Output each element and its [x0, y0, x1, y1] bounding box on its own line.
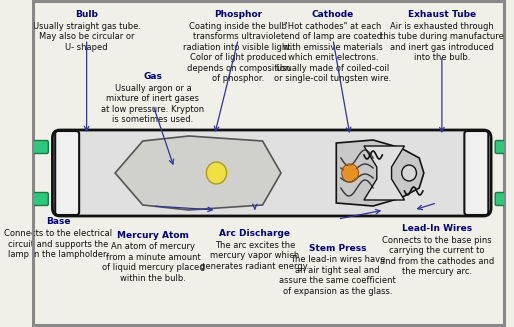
Text: Usually straight gas tube.: Usually straight gas tube.: [32, 22, 141, 30]
Text: the mercury arc.: the mercury arc.: [402, 267, 472, 276]
Text: carrying the current to: carrying the current to: [390, 246, 485, 255]
Polygon shape: [336, 140, 424, 206]
Circle shape: [402, 165, 416, 181]
Text: which emit electrons.: which emit electrons.: [288, 53, 378, 62]
Text: Cathode: Cathode: [312, 10, 354, 19]
Text: this tube during manufacture: this tube during manufacture: [380, 32, 504, 41]
Text: Color of light produced: Color of light produced: [190, 53, 286, 62]
Circle shape: [208, 164, 225, 182]
Text: Lead-In Wires: Lead-In Wires: [402, 224, 472, 233]
Text: Mercury Atom: Mercury Atom: [117, 231, 189, 240]
Text: at low pressure. Krypton: at low pressure. Krypton: [101, 105, 205, 114]
Text: within the bulb.: within the bulb.: [120, 274, 186, 283]
Text: Connects to the base pins: Connects to the base pins: [382, 236, 492, 245]
Text: Stem Press: Stem Press: [309, 244, 366, 253]
Text: The lead-in wires have: The lead-in wires have: [290, 255, 386, 264]
Text: transforms ultraviolet: transforms ultraviolet: [193, 32, 284, 41]
Polygon shape: [115, 136, 281, 210]
Text: mercury vapor which: mercury vapor which: [210, 251, 300, 260]
Text: of phosphor.: of phosphor.: [212, 74, 264, 83]
Text: Base: Base: [46, 217, 70, 227]
Text: from a minute amount: from a minute amount: [105, 253, 200, 262]
Text: Bulb: Bulb: [75, 10, 98, 19]
Text: The arc excites the: The arc excites the: [215, 241, 295, 250]
Text: May also be circular or: May also be circular or: [39, 32, 134, 41]
Text: lamp in the lampholder.: lamp in the lampholder.: [8, 250, 108, 259]
Text: with emissive materials: with emissive materials: [283, 43, 383, 52]
Text: Arc Discharge: Arc Discharge: [219, 229, 290, 238]
Text: depends on composition: depends on composition: [187, 63, 290, 73]
Text: circuit and supports the: circuit and supports the: [8, 240, 108, 249]
Text: Usually argon or a: Usually argon or a: [115, 84, 191, 93]
Text: Usually made of coiled-coil: Usually made of coiled-coil: [277, 63, 390, 73]
FancyBboxPatch shape: [52, 130, 491, 216]
Circle shape: [344, 166, 357, 180]
Text: an air tight seal and: an air tight seal and: [296, 266, 380, 275]
Text: end of lamp are coated: end of lamp are coated: [284, 32, 382, 41]
Text: An atom of mercury: An atom of mercury: [111, 242, 195, 251]
Text: Connects to the electrical: Connects to the electrical: [4, 229, 112, 238]
Text: U- shaped: U- shaped: [65, 43, 108, 52]
Text: into the bulb.: into the bulb.: [414, 53, 470, 62]
Text: Coating inside the bulb: Coating inside the bulb: [189, 22, 287, 30]
Polygon shape: [364, 146, 405, 200]
FancyBboxPatch shape: [29, 193, 48, 205]
Text: or single-coil tungsten wire.: or single-coil tungsten wire.: [274, 74, 392, 83]
FancyBboxPatch shape: [464, 131, 488, 215]
Text: generates radiant energy.: generates radiant energy.: [200, 262, 309, 271]
FancyBboxPatch shape: [495, 141, 514, 153]
Text: radiation into visible light.: radiation into visible light.: [183, 43, 293, 52]
FancyBboxPatch shape: [495, 193, 514, 205]
Text: mixture of inert gases: mixture of inert gases: [106, 94, 199, 103]
Text: Phosphor: Phosphor: [214, 10, 262, 19]
Text: and inert gas introduced: and inert gas introduced: [390, 43, 494, 52]
Text: assure the same coefficient: assure the same coefficient: [279, 276, 396, 285]
Text: Exhaust Tube: Exhaust Tube: [408, 10, 476, 19]
Text: is sometimes used.: is sometimes used.: [113, 115, 194, 124]
FancyBboxPatch shape: [34, 2, 504, 325]
FancyBboxPatch shape: [29, 141, 48, 153]
Text: "Hot cathodes" at each: "Hot cathodes" at each: [284, 22, 381, 30]
Text: of expansion as the glass.: of expansion as the glass.: [283, 287, 392, 296]
Text: of liquid mercury placed: of liquid mercury placed: [102, 263, 204, 272]
FancyBboxPatch shape: [55, 131, 79, 215]
Text: Gas: Gas: [143, 72, 162, 81]
Text: and from the cathodes and: and from the cathodes and: [380, 257, 494, 266]
Text: Air is exhausted through: Air is exhausted through: [390, 22, 494, 30]
